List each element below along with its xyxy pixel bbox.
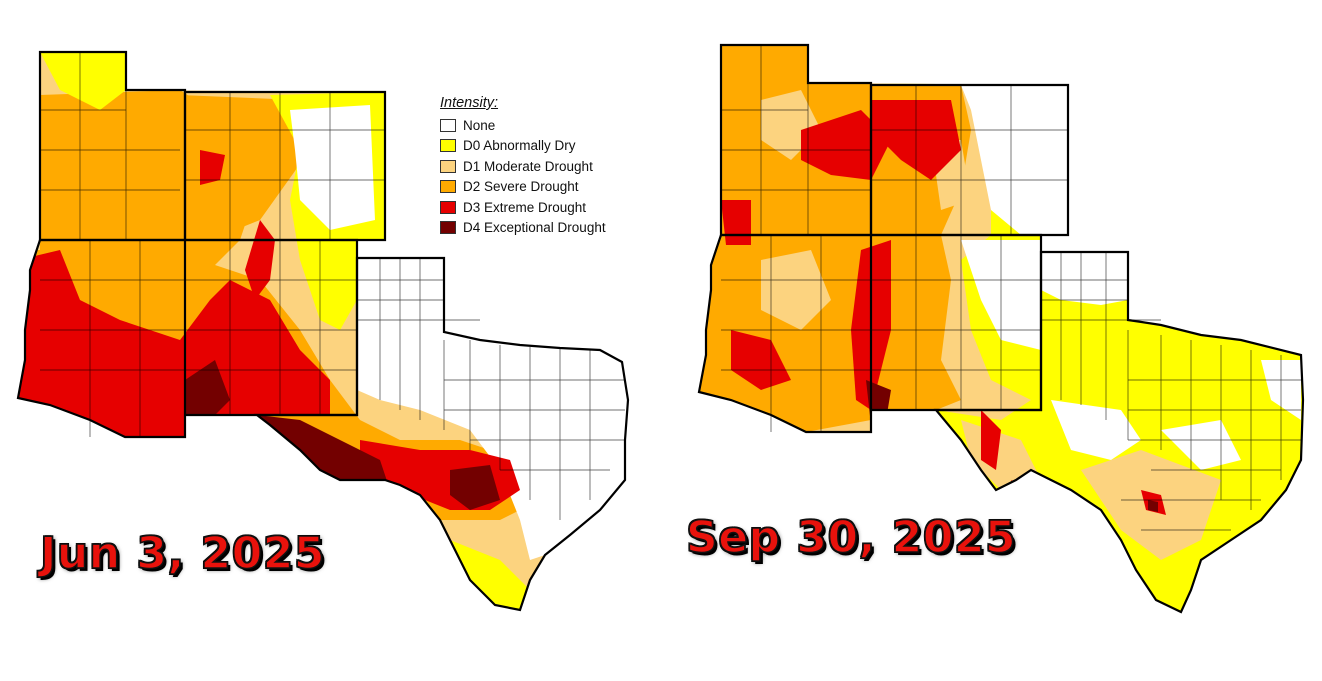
legend-title: Intensity: — [440, 95, 499, 111]
drought-map-jun: Intensity: None D0 Abnormally Dry D1 Mod… — [16, 50, 630, 612]
date-label-sep: Sep 30, 2025 — [685, 511, 1017, 564]
drought-map-sep: Sep 30, 2025 — [661, 0, 1322, 681]
legend-swatch-d3 — [440, 200, 456, 214]
legend-swatch-d0 — [440, 139, 456, 153]
legend-label: D4 Exceptional Drought — [463, 220, 606, 236]
legend-swatch-d4 — [440, 221, 456, 235]
legend-swatch-none — [440, 118, 456, 132]
legend-label: D2 Severe Drought — [463, 179, 579, 195]
legend-item: D0 Abnormally Dry — [440, 136, 606, 157]
legend-swatch-d1 — [440, 159, 456, 173]
drought-map-sep-svg — [697, 43, 1305, 614]
drought-map-jun-svg — [16, 50, 630, 612]
legend-item: None — [440, 115, 606, 136]
legend-label: D3 Extreme Drought — [463, 199, 587, 215]
legend-label: D0 Abnormally Dry — [463, 138, 576, 154]
legend-swatch-d2 — [440, 180, 456, 194]
legend-item: D2 Severe Drought — [440, 177, 606, 198]
map-legend: Intensity: None D0 Abnormally Dry D1 Mod… — [440, 95, 606, 238]
legend-item: D1 Moderate Drought — [440, 156, 606, 177]
date-label-jun: Jun 3, 2025 — [39, 527, 325, 580]
legend-label: D1 Moderate Drought — [463, 158, 593, 174]
legend-label: None — [463, 117, 496, 133]
legend-item: D4 Exceptional Drought — [440, 218, 606, 239]
legend-item: D3 Extreme Drought — [440, 197, 606, 218]
